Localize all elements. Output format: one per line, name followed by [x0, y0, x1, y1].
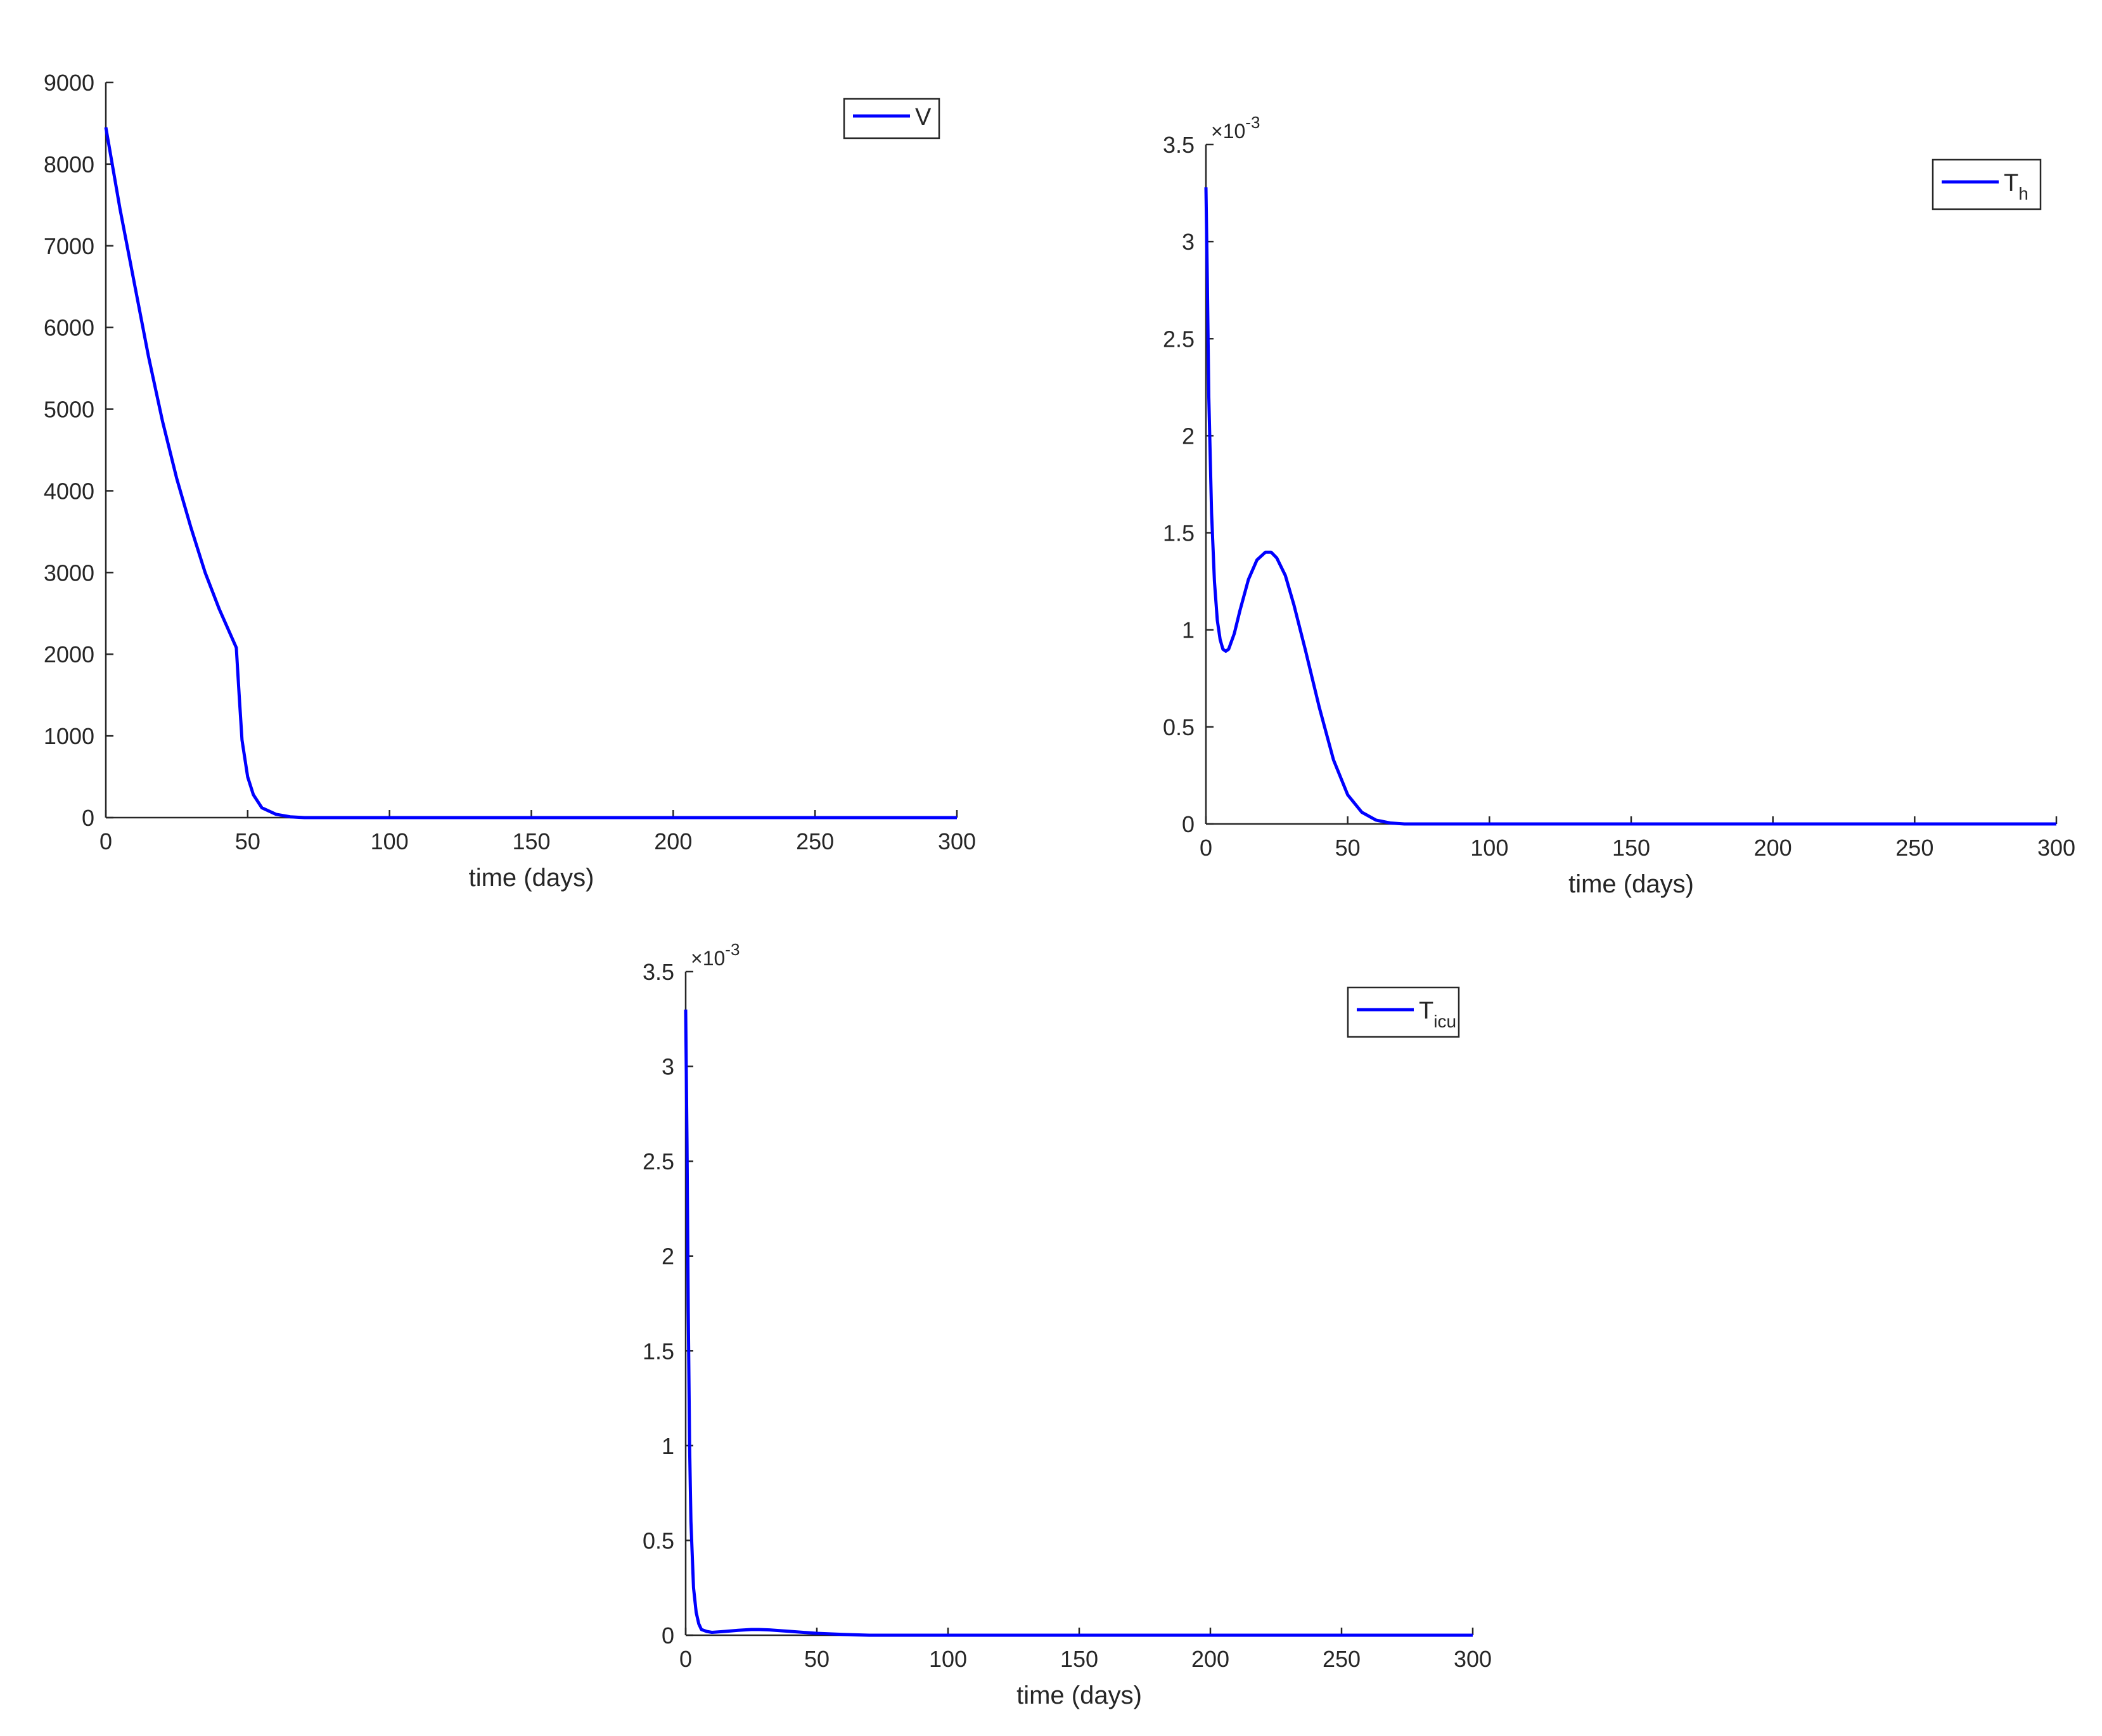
- y-tick-label: 0: [82, 805, 94, 831]
- x-tick-label: 50: [1335, 835, 1361, 861]
- y-exponent-label: ×10-3: [1211, 113, 1260, 143]
- x-tick-label: 150: [1060, 1646, 1098, 1672]
- series-line-v: [104, 127, 957, 820]
- x-tick-label: 150: [1612, 835, 1650, 861]
- x-tick-label: 0: [99, 828, 112, 854]
- y-tick-label: 9000: [44, 70, 94, 96]
- x-tick-label: 250: [1323, 1646, 1361, 1672]
- y-tick-label: 1: [1182, 617, 1195, 643]
- y-tick-label: 1000: [44, 723, 94, 749]
- y-exponent-label: ×10-3: [691, 940, 740, 970]
- x-tick-label: 250: [1895, 835, 1933, 861]
- y-tick-label: 3: [662, 1054, 674, 1080]
- x-tick-label: 200: [1191, 1646, 1229, 1672]
- y-tick-label: 2: [662, 1244, 674, 1270]
- legend-label: V: [915, 104, 932, 131]
- x-tick-label: 250: [796, 828, 834, 854]
- y-tick-label: 1.5: [643, 1338, 674, 1364]
- series-line-t-icu: [684, 1009, 1473, 1637]
- y-tick-label: 2: [1182, 423, 1195, 449]
- legend: V: [843, 98, 940, 139]
- y-tick-label: 3.5: [1163, 132, 1195, 158]
- x-tick-label: 0: [1200, 835, 1212, 861]
- x-tick-label: 100: [929, 1646, 967, 1672]
- x-axis-title: time (days): [469, 864, 594, 892]
- legend-box: [1932, 158, 2042, 210]
- x-tick-label: 200: [654, 828, 692, 854]
- y-tick-label: 1: [662, 1433, 674, 1459]
- y-tick-label: 3000: [44, 560, 94, 586]
- x-tick-label: 50: [235, 828, 260, 854]
- y-tick-label: 1.5: [1163, 520, 1195, 546]
- x-tick-label: 300: [1454, 1646, 1492, 1672]
- chart-3: 0 50 100 150 200 250 300 0 0.5 1 1.5 2 2.5 3 3.5 ×10-3 t…: [643, 940, 1492, 1709]
- y-tick-label: 3.5: [643, 959, 674, 985]
- legend-box: [843, 98, 940, 139]
- x-tick-label: 100: [371, 828, 409, 854]
- x-tick-label: 300: [2037, 835, 2075, 861]
- y-tick-label: 2000: [44, 641, 94, 667]
- legend-box: [1347, 986, 1460, 1038]
- chart-1: 0 50 100 150 200 250 3000100020003000400050006…: [44, 70, 976, 892]
- legend: Ticu: [1347, 986, 1460, 1038]
- x-axis-title: time (days): [1016, 1681, 1142, 1709]
- x-tick-label: 300: [938, 828, 976, 854]
- y-tick-label: 4000: [44, 478, 94, 504]
- y-tick-label: 0.5: [1163, 714, 1195, 740]
- y-tick-label: 2.5: [643, 1148, 674, 1174]
- legend-label: Th: [2004, 170, 2028, 203]
- y-tick-label: 0.5: [643, 1527, 674, 1553]
- series-line-t-h: [1204, 187, 2056, 826]
- x-tick-label: 0: [679, 1646, 692, 1672]
- x-tick-label: 100: [1470, 835, 1508, 861]
- x-tick-label: 150: [512, 828, 550, 854]
- x-tick-label: 200: [1754, 835, 1792, 861]
- y-tick-label: 7000: [44, 233, 94, 259]
- y-tick-label: 0: [1182, 811, 1195, 837]
- y-tick-label: 5000: [44, 397, 94, 423]
- legend-label: Ticu: [1419, 998, 1456, 1031]
- legend: Th: [1932, 158, 2042, 210]
- x-tick-label: 50: [804, 1646, 830, 1672]
- chart-2: 0 50 100 150 200 250 300 0 0.5 1 1.5 2 2.5 3 3.5 ×10-3 t…: [1163, 113, 2075, 898]
- y-tick-label: 3: [1182, 229, 1195, 255]
- x-axis-title: time (days): [1568, 870, 1694, 898]
- y-tick-label: 0: [662, 1623, 674, 1649]
- y-tick-label: 8000: [44, 151, 94, 177]
- y-tick-label: 2.5: [1163, 326, 1195, 352]
- y-tick-label: 6000: [44, 315, 94, 341]
